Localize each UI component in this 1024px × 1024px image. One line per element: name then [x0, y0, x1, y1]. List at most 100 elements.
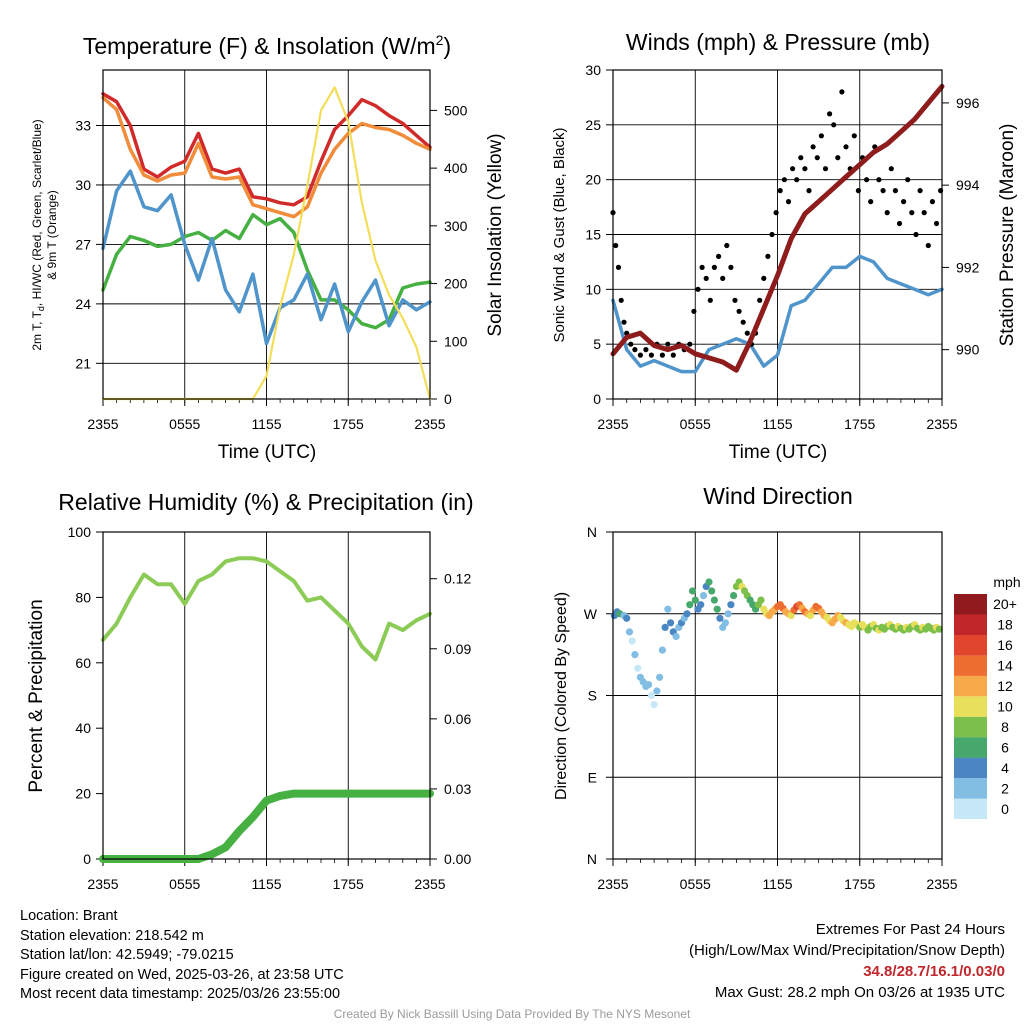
extremes-values: 34.8/28.7/16.1/0.03/0	[863, 963, 1005, 980]
gust-point	[615, 264, 622, 270]
direction-point	[716, 614, 724, 622]
gust-point	[781, 177, 788, 183]
temperature-y-left-label: 2m T, Td, HI/WC (Red, Green, Scarlet/Blu…	[30, 119, 46, 350]
winds-y-right-label: Station Pressure (Maroon)	[997, 124, 1018, 347]
extremes-info: Extremes For Past 24 Hours (High/Low/Max…	[689, 919, 1005, 1003]
plot-border	[612, 531, 943, 860]
direction-point	[935, 625, 943, 633]
gust-point	[687, 341, 693, 347]
gust-point	[670, 352, 676, 358]
humidity-line	[101, 556, 432, 662]
y-right-tick-label: 0.06	[444, 711, 471, 727]
gust-point	[888, 166, 894, 172]
y-left-tick-label: 21	[75, 355, 91, 371]
direction-point	[661, 623, 669, 632]
gust-point	[732, 297, 738, 303]
temperature-y-right-label: Solar Insolation (Yellow)	[485, 133, 506, 336]
x-tick-label: 2355	[87, 876, 118, 892]
colorbar-swatch	[954, 594, 987, 615]
direction-point	[658, 646, 667, 654]
gust-point	[711, 264, 718, 270]
gust-point	[851, 133, 857, 139]
x-tick-label: 2355	[597, 416, 628, 432]
y-left-tick-label: 30	[75, 177, 91, 193]
x-tick-label: 0555	[169, 876, 200, 892]
gust-point	[720, 275, 726, 281]
gust-point	[806, 188, 812, 194]
colorbar-swatch	[954, 675, 987, 697]
y-right-tick-label: 400	[444, 160, 468, 176]
x-tick-label: 1755	[844, 416, 875, 432]
direction-point	[721, 619, 730, 627]
temperature-x-axis-label: Time (UTC)	[218, 442, 317, 463]
gust-point	[618, 297, 624, 303]
direction-point	[710, 596, 719, 604]
y-right-tick-label: 0.09	[444, 641, 471, 657]
wind-direction-title: Wind Direction	[703, 483, 853, 509]
winds-x-axis-label: Time (UTC)	[729, 442, 828, 463]
credit-line: Created By Nick Bassill Using Data Provi…	[333, 1007, 691, 1021]
y-left-tick-label: 100	[68, 524, 92, 540]
y-right-tick-label: 100	[444, 333, 468, 349]
winds-panel: Winds (mph) & Pressure (mb) Time (UTC) S…	[551, 29, 1018, 463]
y-left-tick-label: 15	[585, 227, 601, 243]
gust-point	[621, 319, 627, 325]
gust-point	[703, 275, 709, 281]
direction-point	[699, 592, 708, 600]
gust-point	[868, 199, 874, 205]
y-left-tick-label: 80	[75, 589, 91, 605]
y-right-tick-label: 0	[444, 391, 452, 407]
x-tick-label: 1155	[251, 876, 281, 892]
gust-point	[933, 220, 940, 227]
gust-point	[794, 177, 800, 183]
gust-point	[632, 347, 638, 353]
direction-point	[647, 691, 656, 700]
y-left-tick-label: 40	[75, 720, 91, 736]
y-tick-label: S	[588, 688, 597, 704]
y-right-tick-label: 0.00	[444, 851, 471, 867]
y-right-tick-label: 200	[444, 276, 468, 292]
colorbar-label: 10	[997, 699, 1013, 715]
gust-point	[835, 155, 841, 161]
wind-chill-line	[101, 169, 432, 346]
colorbar-swatch	[954, 634, 987, 656]
x-tick-label: 0555	[680, 416, 711, 432]
gust-point	[707, 297, 713, 303]
gust-point	[798, 155, 804, 161]
gust-point	[901, 199, 907, 205]
gust-point	[716, 253, 722, 259]
y-right-tick-label: 500	[444, 102, 468, 118]
direction-point	[653, 687, 661, 695]
x-tick-label: 0555	[169, 416, 200, 432]
gust-point	[695, 286, 701, 292]
station-info: Location: Brant Station elevation: 218.5…	[20, 907, 344, 1005]
gust-point	[728, 264, 734, 270]
colorbar-swatch	[954, 655, 987, 676]
direction-point	[656, 673, 664, 681]
direction-point	[623, 614, 631, 622]
gust-point	[613, 242, 619, 249]
gust-point	[822, 166, 829, 172]
direction-point	[688, 587, 697, 595]
max-gust: Max Gust: 28.2 mph On 03/26 at 1935 UTC	[714, 984, 1005, 1001]
direction-point	[634, 664, 642, 672]
gust-point	[761, 275, 767, 281]
gust-point	[740, 319, 746, 325]
dewpoint-line	[101, 212, 432, 330]
colorbar-swatch	[954, 614, 987, 635]
direction-point	[631, 651, 639, 659]
temperature-y-left-label-line2: & 9m T (Orange)	[45, 190, 59, 280]
temperature-line	[101, 92, 432, 207]
temperature-title: Temperature (F) & Insolation (W/m2)	[83, 32, 451, 59]
plot-border	[102, 69, 431, 400]
x-tick-label: 1155	[251, 416, 281, 432]
gust-point	[691, 308, 697, 314]
y-left-tick-label: 30	[585, 62, 601, 78]
direction-point	[686, 601, 694, 609]
winds-title: Winds (mph) & Pressure (mb)	[626, 29, 930, 55]
gust-point	[831, 122, 837, 128]
colorbar-label: 6	[1001, 739, 1009, 755]
figure-created: Figure created on Wed, 2025-03-26, at 23…	[20, 966, 344, 983]
x-tick-label: 2355	[87, 416, 118, 432]
y-left-tick-label: 20	[585, 172, 601, 188]
